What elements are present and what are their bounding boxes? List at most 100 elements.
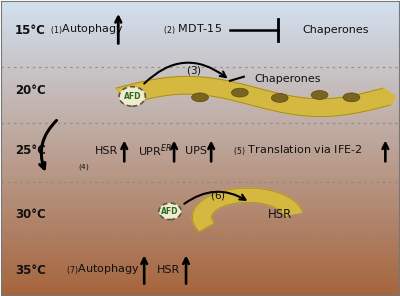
Bar bbox=[1, 36, 399, 37]
Bar bbox=[1, 279, 399, 280]
Bar bbox=[1, 186, 399, 187]
Bar bbox=[1, 73, 399, 74]
Text: Chaperones: Chaperones bbox=[254, 74, 321, 84]
Bar bbox=[1, 94, 399, 95]
Bar bbox=[1, 139, 399, 140]
Bar bbox=[1, 79, 399, 80]
Bar bbox=[1, 118, 399, 119]
Bar bbox=[1, 64, 399, 65]
Bar bbox=[1, 196, 399, 197]
Bar bbox=[1, 235, 399, 236]
Bar bbox=[1, 225, 399, 226]
Bar bbox=[1, 29, 399, 30]
Bar bbox=[1, 237, 399, 238]
Bar bbox=[1, 104, 399, 105]
Bar bbox=[1, 185, 399, 186]
Bar bbox=[1, 89, 399, 90]
Bar bbox=[1, 32, 399, 33]
Bar bbox=[1, 215, 399, 216]
Bar bbox=[1, 147, 399, 148]
Bar bbox=[1, 206, 399, 207]
Bar bbox=[1, 14, 399, 15]
Bar bbox=[1, 266, 399, 267]
Bar bbox=[1, 17, 399, 18]
Bar bbox=[1, 201, 399, 202]
Bar bbox=[1, 78, 399, 79]
Bar bbox=[1, 124, 399, 125]
Bar bbox=[1, 280, 399, 281]
Bar bbox=[1, 117, 399, 118]
Bar bbox=[1, 236, 399, 237]
Bar bbox=[1, 15, 399, 16]
Bar bbox=[1, 149, 399, 150]
Bar bbox=[1, 56, 399, 57]
Bar bbox=[1, 246, 399, 247]
Bar bbox=[1, 68, 399, 69]
Bar bbox=[1, 278, 399, 279]
Bar bbox=[1, 229, 399, 230]
Bar bbox=[1, 227, 399, 228]
Bar bbox=[1, 133, 399, 134]
Bar bbox=[1, 174, 399, 175]
Text: AFD: AFD bbox=[161, 207, 179, 216]
Bar bbox=[1, 19, 399, 20]
Bar bbox=[1, 62, 399, 63]
Text: $_{(5)}$ Translation via IFE-2: $_{(5)}$ Translation via IFE-2 bbox=[233, 144, 362, 158]
Bar bbox=[1, 195, 399, 196]
Bar bbox=[1, 50, 399, 51]
Bar bbox=[1, 270, 399, 271]
Bar bbox=[1, 273, 399, 274]
Bar bbox=[1, 169, 399, 170]
Bar bbox=[1, 47, 399, 48]
Text: 30°C: 30°C bbox=[15, 208, 46, 221]
Bar bbox=[1, 173, 399, 174]
Bar bbox=[1, 92, 399, 93]
Bar bbox=[1, 179, 399, 180]
Bar bbox=[1, 247, 399, 248]
Bar bbox=[1, 218, 399, 219]
Bar bbox=[1, 96, 399, 97]
Bar bbox=[1, 153, 399, 154]
Text: UPS: UPS bbox=[185, 146, 207, 156]
Bar bbox=[1, 82, 399, 83]
Bar bbox=[1, 214, 399, 215]
Bar bbox=[1, 110, 399, 111]
Bar bbox=[1, 140, 399, 141]
Bar bbox=[1, 5, 399, 6]
Bar bbox=[1, 54, 399, 55]
Bar bbox=[1, 35, 399, 36]
Bar bbox=[1, 90, 399, 91]
Bar bbox=[1, 23, 399, 24]
Bar bbox=[1, 135, 399, 136]
Bar bbox=[1, 168, 399, 169]
Text: UPR$^{ER}$: UPR$^{ER}$ bbox=[138, 143, 172, 159]
Bar bbox=[1, 74, 399, 75]
Bar bbox=[1, 10, 399, 11]
Bar bbox=[1, 72, 399, 73]
Bar bbox=[1, 188, 399, 189]
Polygon shape bbox=[383, 88, 395, 105]
Bar bbox=[1, 84, 399, 85]
Bar bbox=[1, 113, 399, 114]
Bar bbox=[1, 97, 399, 98]
Bar bbox=[1, 3, 399, 4]
Bar bbox=[1, 13, 399, 14]
Bar bbox=[1, 9, 399, 10]
Bar bbox=[1, 108, 399, 109]
Bar bbox=[1, 119, 399, 120]
Bar bbox=[1, 160, 399, 161]
Bar bbox=[1, 58, 399, 59]
Bar bbox=[1, 199, 399, 200]
Polygon shape bbox=[116, 76, 391, 117]
Bar bbox=[1, 71, 399, 72]
Bar bbox=[1, 164, 399, 165]
Bar bbox=[1, 46, 399, 47]
Bar bbox=[1, 114, 399, 115]
Bar bbox=[1, 109, 399, 110]
Bar bbox=[1, 255, 399, 256]
Bar bbox=[1, 49, 399, 50]
Bar bbox=[1, 291, 399, 292]
Bar bbox=[1, 187, 399, 188]
Bar bbox=[1, 128, 399, 129]
Bar bbox=[1, 250, 399, 251]
